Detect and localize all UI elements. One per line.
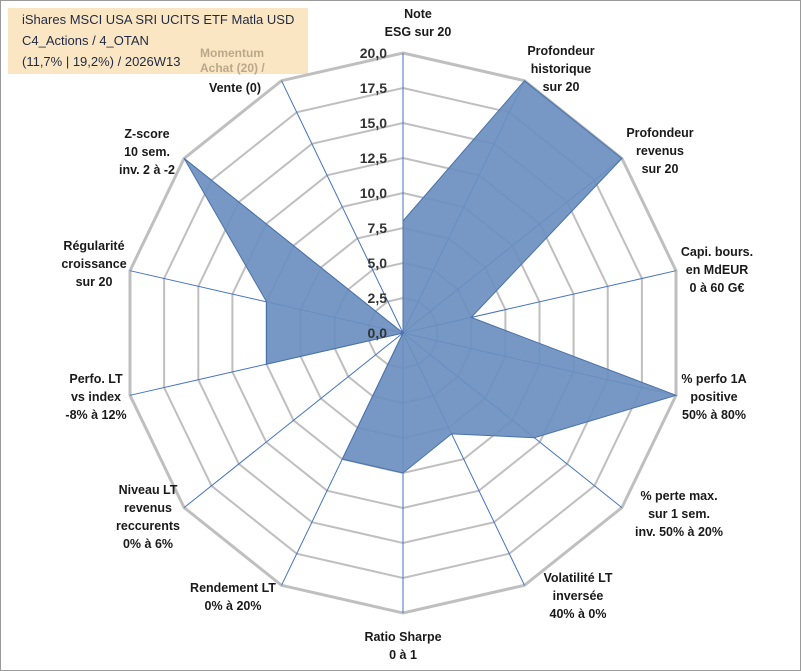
tick-label-1: 2,5 bbox=[368, 290, 388, 306]
momentum-label-2: Achat (20) / bbox=[200, 61, 265, 75]
tick-label-5: 12,5 bbox=[360, 150, 387, 166]
title-box: iShares MSCI USA SRI UCITS ETF Matla USD… bbox=[8, 8, 308, 75]
axis-label-momentum: Vente (0) bbox=[209, 81, 261, 95]
axis-label-4: % perfo 1A positive 50% à 80% bbox=[681, 372, 746, 422]
radar-tick-labels: 0,0 2,5 5,0 7,5 10,0 12,5 15,0 17,5 20,0 bbox=[360, 45, 387, 341]
axis-label-0: Note ESG sur 20 bbox=[385, 7, 452, 39]
spoke-9 bbox=[183, 332, 404, 508]
axis-label-3: Capi. bours. en MdEUR 0 à 60 G€ bbox=[681, 245, 753, 295]
radar-series bbox=[183, 80, 678, 474]
tick-label-8: 20,0 bbox=[360, 45, 387, 61]
tick-label-2: 5,0 bbox=[368, 255, 388, 271]
tick-label-7: 17,5 bbox=[360, 80, 387, 96]
axis-label-11: Régularité croissance sur 20 bbox=[61, 239, 126, 289]
momentum-label-1: Momentum bbox=[200, 46, 264, 60]
axis-label-2: Profondeur revenus sur 20 bbox=[626, 126, 693, 176]
axis-label-12: Z-score 10 sem. inv. 2 à -2 bbox=[119, 127, 175, 177]
axis-label-10: Perfo. LT vs index -8% à 12% bbox=[65, 372, 126, 422]
axis-label-5: % perte max. sur 1 sem. inv. 50% à 20% bbox=[635, 489, 723, 539]
title-line-1: iShares MSCI USA SRI UCITS ETF Matla USD bbox=[22, 12, 295, 27]
axis-label-6: Volatilité LT inversée 40% à 0% bbox=[544, 571, 613, 621]
radar-axis-labels: Note ESG sur 20 Profondeur historique sur 20… bbox=[61, 7, 753, 662]
series-area bbox=[183, 80, 678, 474]
spoke-13 bbox=[281, 80, 404, 334]
tick-label-4: 10,0 bbox=[360, 185, 387, 201]
title-line-3: (11,7% | 19,2%) / 2026W13 bbox=[22, 54, 181, 69]
tick-label-0: 0,0 bbox=[368, 325, 388, 341]
axis-label-9: Niveau LT revenus reccurents 0% à 6% bbox=[116, 483, 180, 551]
tick-label-6: 15,0 bbox=[360, 115, 387, 131]
tick-label-3: 7,5 bbox=[368, 220, 388, 236]
axis-label-1: Profondeur historique sur 20 bbox=[527, 44, 594, 94]
axis-label-7: Ratio Sharpe 0 à 1 bbox=[364, 630, 441, 662]
axis-label-8: Rendement LT 0% à 20% bbox=[190, 581, 276, 613]
title-line-2: C4_Actions / 4_OTAN bbox=[22, 33, 149, 48]
